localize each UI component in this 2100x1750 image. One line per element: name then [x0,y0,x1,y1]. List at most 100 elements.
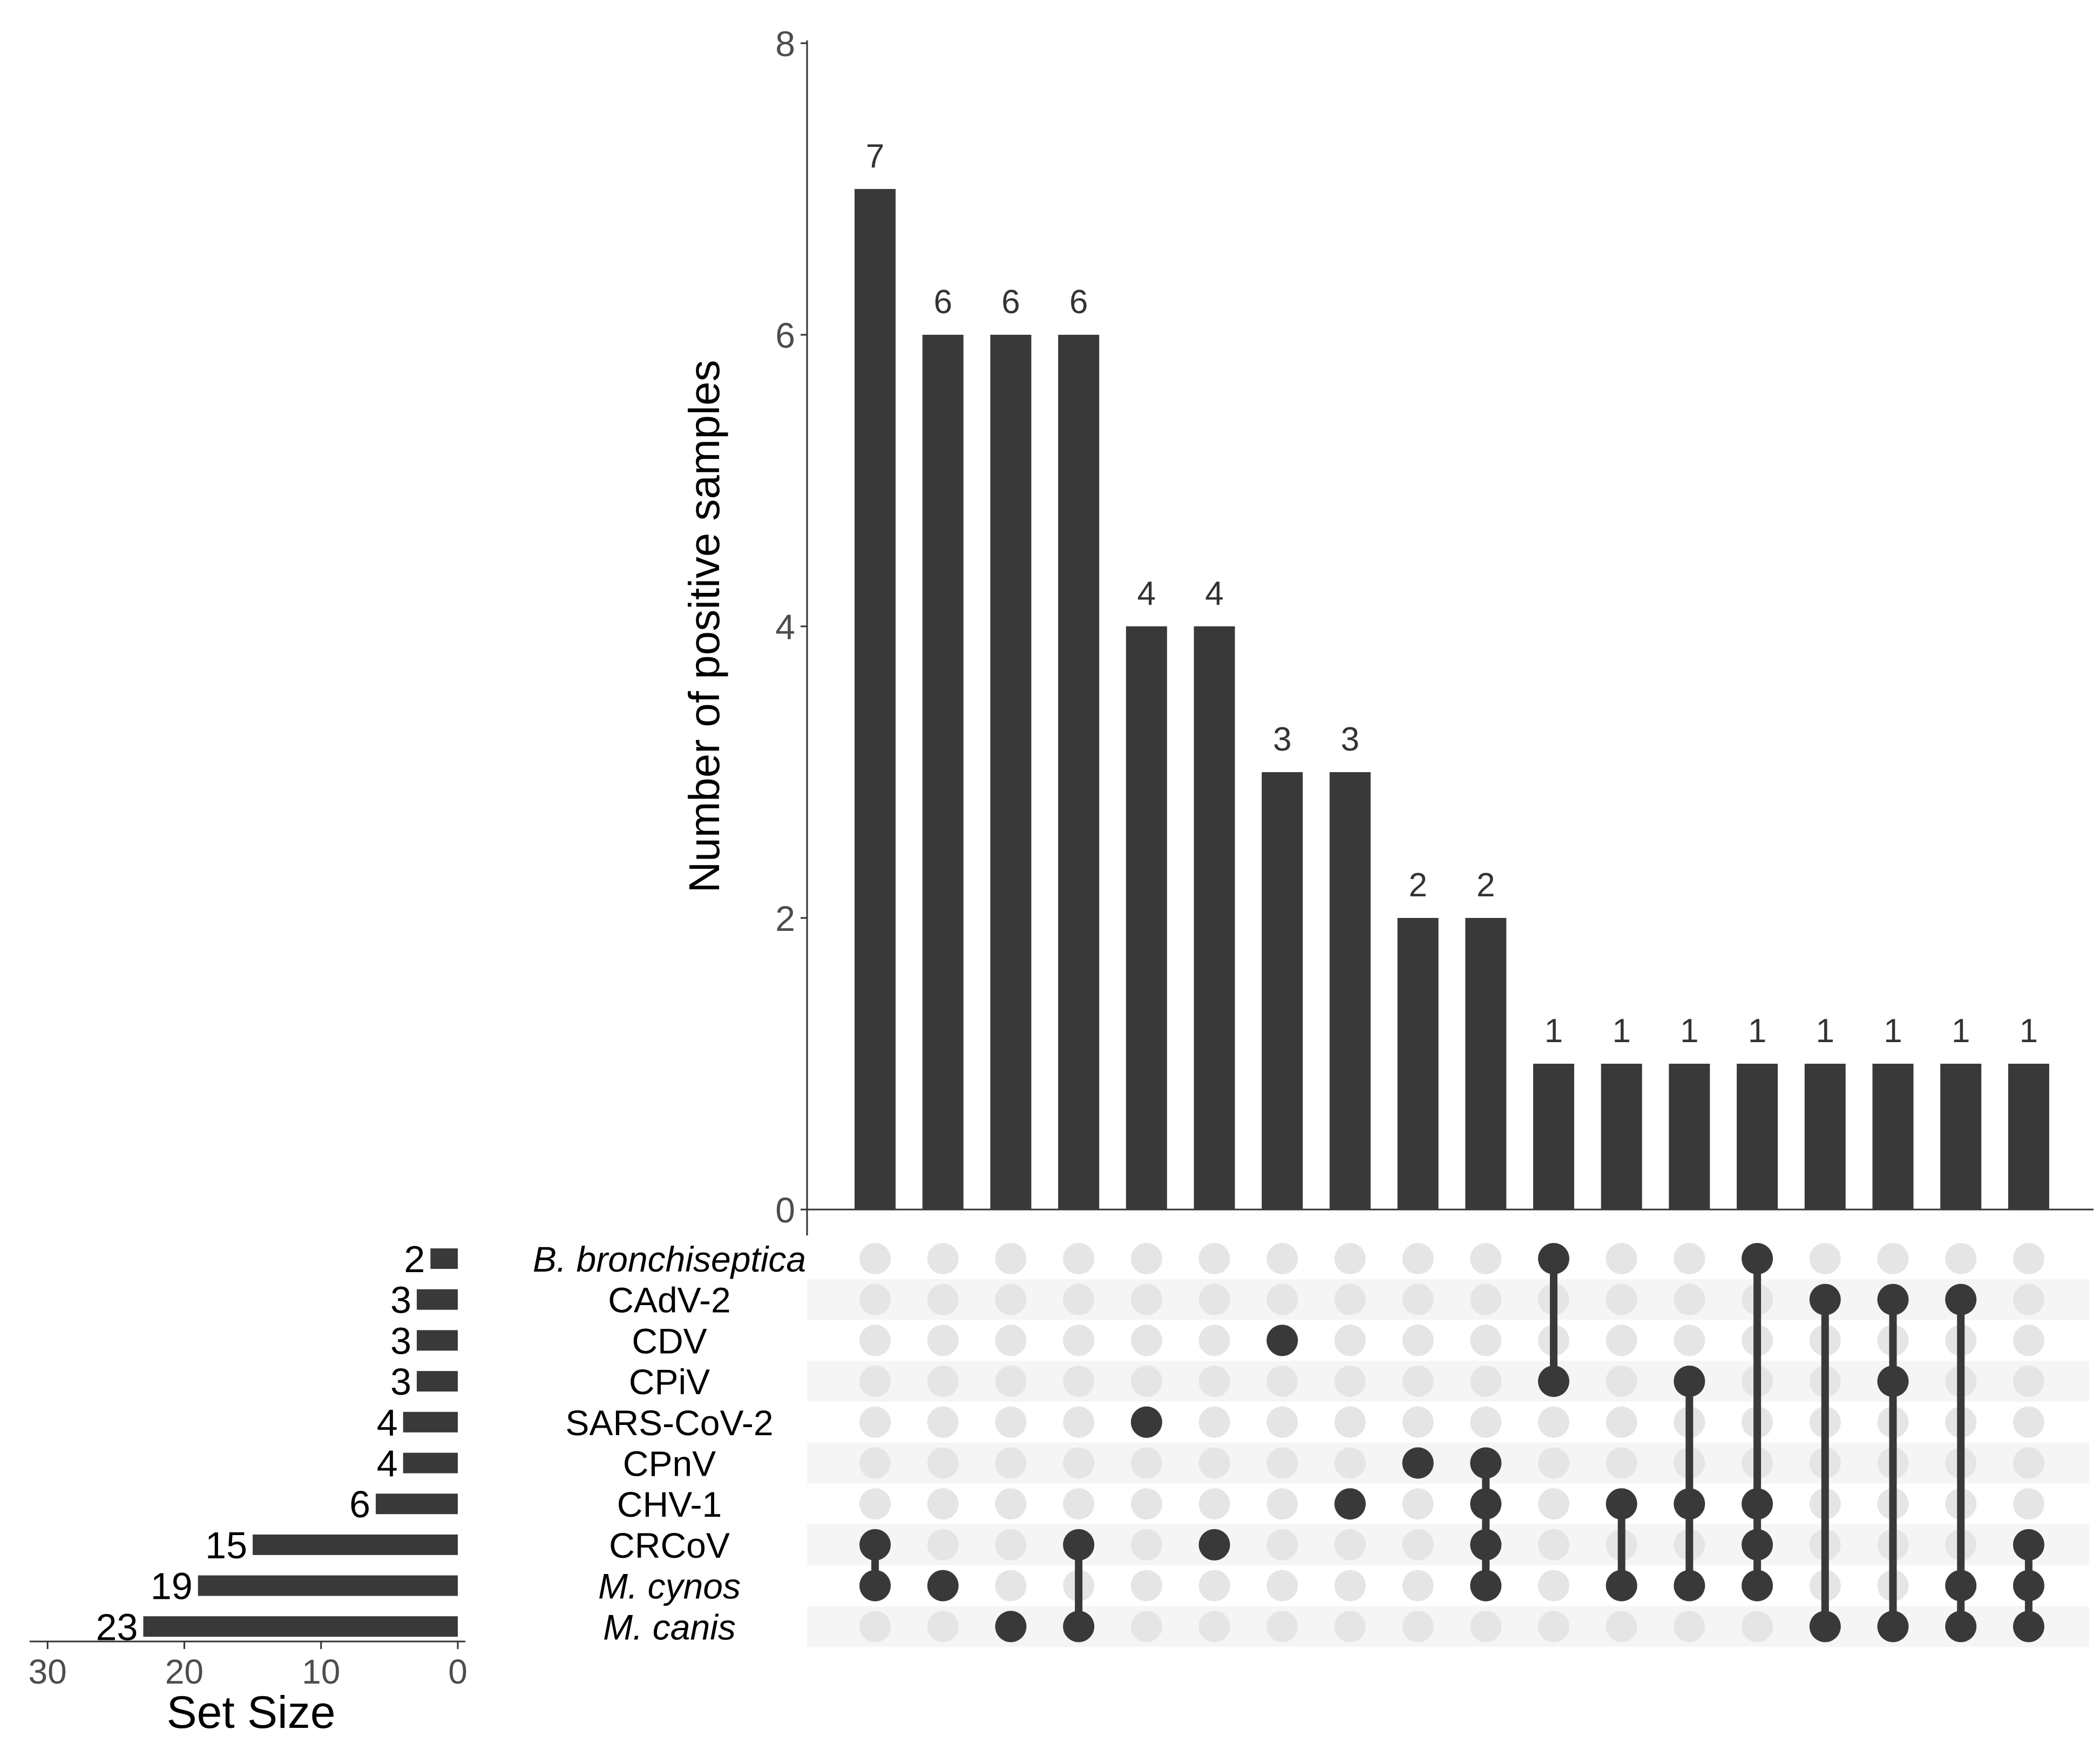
matrix-dot-active [1606,1570,1637,1602]
set-size-bar [376,1494,458,1515]
matrix-dot-inactive [1266,1283,1298,1315]
set-size-label: 3 [390,1320,411,1362]
set-size-bar [198,1575,458,1596]
set-size-label: 15 [205,1524,247,1566]
matrix-dot-inactive [1538,1447,1569,1479]
matrix-dot-active [1130,1406,1162,1438]
bar-value-label: 7 [866,138,884,175]
matrix-dot-inactive [1198,1611,1230,1643]
matrix-dot-inactive [927,1529,959,1560]
matrix-dot-inactive [927,1488,959,1520]
matrix-dot-inactive [859,1488,891,1520]
matrix-dot-inactive [1063,1283,1095,1315]
matrix-dot-active [1470,1447,1502,1479]
matrix-dot-inactive [1266,1243,1298,1274]
matrix-dot-active [1945,1283,1977,1315]
matrix-dot-active [2013,1529,2044,1560]
matrix-dot-inactive [995,1447,1027,1479]
set-name: CDV [632,1321,707,1361]
set-size-bar [417,1289,458,1310]
matrix-dot-inactive [1266,1488,1298,1520]
matrix-dot-active [859,1529,891,1560]
matrix-dot-inactive [1470,1325,1502,1356]
matrix-dot-inactive [1266,1529,1298,1560]
matrix-dot-inactive [1198,1325,1230,1356]
matrix-dot-active [1470,1488,1502,1520]
matrix-dot-active [995,1611,1027,1643]
matrix-dot-inactive [995,1366,1027,1397]
intersection-bar-labels: 7 6 6 6 4 4 3 3 2 2 1 1 1 1 1 1 1 1 [866,138,2038,1050]
bar-value-label: 4 [1137,575,1156,612]
matrix-dot-inactive [859,1325,891,1356]
matrix-dot-active [1809,1283,1841,1315]
matrix-dot-inactive [1130,1447,1162,1479]
matrix-dot-inactive [859,1447,891,1479]
matrix-dot-inactive [927,1611,959,1643]
matrix-dot-inactive [1130,1529,1162,1560]
matrix-dot-active [1606,1488,1637,1520]
bar-value-label: 1 [1544,1012,1563,1050]
set-size-label: 3 [390,1279,411,1321]
matrix-dot-inactive [1334,1366,1366,1397]
y-tick-label: 2 [775,898,795,938]
matrix-dot-inactive [1470,1283,1502,1315]
matrix-dot-inactive [1063,1243,1095,1274]
matrix-dot-inactive [1198,1447,1230,1479]
matrix-dot-inactive [1470,1406,1502,1438]
matrix-dot-inactive [1538,1529,1569,1560]
set-name: CPnV [623,1444,716,1484]
matrix-dot-inactive [995,1529,1027,1560]
y-tick-label: 6 [775,315,795,355]
set-size-tick-label: 20 [165,1652,204,1691]
matrix-dot-inactive [927,1366,959,1397]
matrix-dot-inactive [1063,1488,1095,1520]
matrix-dot-inactive [1674,1283,1705,1315]
matrix-dot-inactive [1809,1243,1841,1274]
set-size-label: 19 [151,1565,193,1607]
set-size-bar [253,1534,458,1555]
matrix-dot-inactive [859,1366,891,1397]
matrix-dot-active [1674,1366,1705,1397]
bar-value-label: 3 [1273,721,1291,758]
matrix-dot-inactive [1877,1243,1909,1274]
matrix-dot-inactive [1742,1611,1773,1643]
intersection-bar [1465,918,1507,1210]
bar-value-label: 1 [2020,1012,2038,1050]
bar-value-label: 1 [1748,1012,1766,1050]
matrix-dot-inactive [1606,1447,1637,1479]
matrix-dot-inactive [2013,1447,2044,1479]
matrix-dot-inactive [995,1325,1027,1356]
matrix-dot-inactive [2013,1243,2044,1274]
set-name-labels: B. bronchisepticaCAdV-2CDVCPiVSARS-CoV-2… [533,1239,806,1647]
matrix-dot-inactive [1402,1611,1434,1643]
matrix-dot-inactive [1538,1611,1569,1643]
intersection-bar [855,189,896,1210]
matrix-dot-inactive [1402,1529,1434,1560]
intersection-matrix [859,1243,2044,1643]
intersection-bar [1126,626,1167,1210]
matrix-dot-inactive [927,1243,959,1274]
set-size-axis: 30 20 10 0 [29,1640,468,1691]
intersection-bar [1940,1064,1982,1210]
matrix-dot-active [1470,1529,1502,1560]
matrix-dot-inactive [995,1243,1027,1274]
matrix-dot-active [1742,1570,1773,1602]
intersection-bars [855,189,2049,1210]
matrix-dot-inactive [1402,1283,1434,1315]
matrix-dot-inactive [1063,1325,1095,1356]
bar-value-label: 3 [1341,721,1359,758]
intersection-bar [1058,335,1100,1210]
bar-value-label: 1 [1680,1012,1698,1050]
matrix-dot-active [1538,1366,1569,1397]
matrix-dot-inactive [1130,1366,1162,1397]
matrix-dot-inactive [1606,1406,1637,1438]
matrix-dot-inactive [1606,1611,1637,1643]
matrix-dot-inactive [1130,1488,1162,1520]
matrix-dot-inactive [1606,1243,1637,1274]
matrix-dot-inactive [1606,1366,1637,1397]
matrix-dot-inactive [1402,1406,1434,1438]
intersection-bar [1601,1064,1642,1210]
matrix-dot-inactive [1334,1447,1366,1479]
set-size-bar [417,1371,458,1392]
